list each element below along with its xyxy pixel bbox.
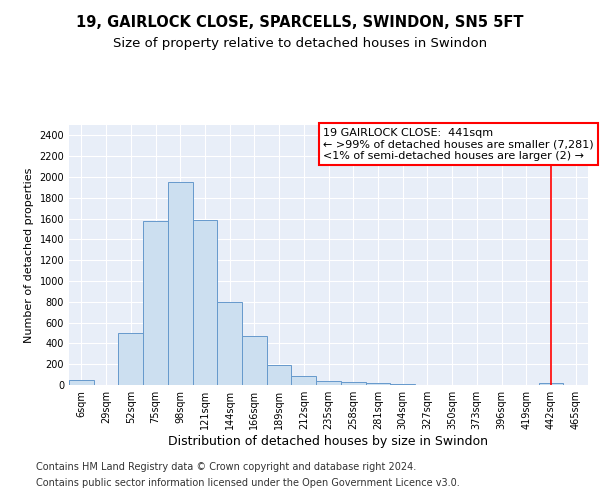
Bar	[193, 220, 217, 385]
Bar	[69, 380, 94, 385]
Text: 19 GAIRLOCK CLOSE:  441sqm
← >99% of detached houses are smaller (7,281)
<1% of : 19 GAIRLOCK CLOSE: 441sqm ← >99% of deta…	[323, 128, 594, 161]
Bar	[292, 376, 316, 385]
Text: Contains HM Land Registry data © Crown copyright and database right 2024.: Contains HM Land Registry data © Crown c…	[36, 462, 416, 472]
Bar	[168, 182, 193, 385]
Text: Contains public sector information licensed under the Open Government Licence v3: Contains public sector information licen…	[36, 478, 460, 488]
Bar	[217, 302, 242, 385]
Bar	[118, 333, 143, 385]
Bar	[341, 382, 365, 385]
Bar	[242, 336, 267, 385]
Text: 19, GAIRLOCK CLOSE, SPARCELLS, SWINDON, SN5 5FT: 19, GAIRLOCK CLOSE, SPARCELLS, SWINDON, …	[76, 15, 524, 30]
Bar	[143, 221, 168, 385]
X-axis label: Distribution of detached houses by size in Swindon: Distribution of detached houses by size …	[169, 435, 488, 448]
Bar	[316, 382, 341, 385]
Bar	[390, 384, 415, 385]
Bar	[539, 383, 563, 385]
Bar	[267, 364, 292, 385]
Text: Size of property relative to detached houses in Swindon: Size of property relative to detached ho…	[113, 38, 487, 51]
Y-axis label: Number of detached properties: Number of detached properties	[24, 168, 34, 342]
Bar	[365, 383, 390, 385]
